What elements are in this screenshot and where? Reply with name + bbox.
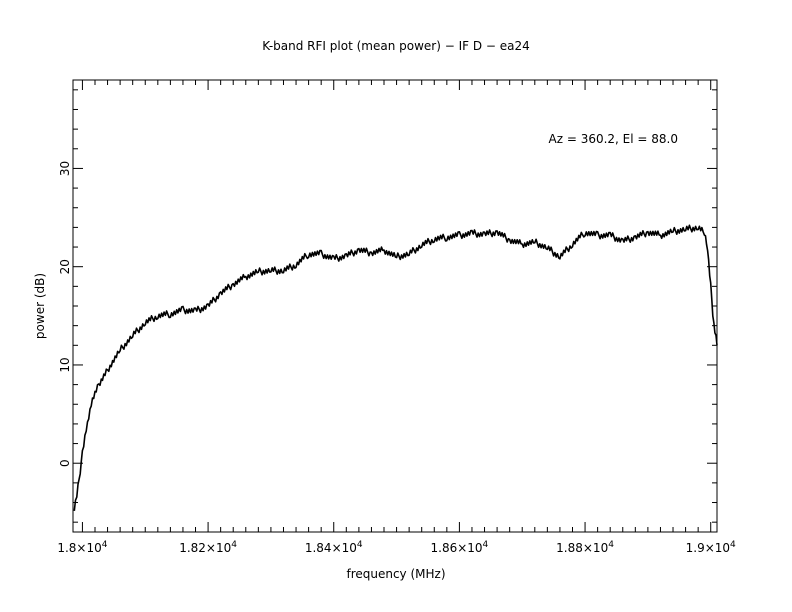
x-tick-exponent: 4 bbox=[730, 540, 736, 550]
axis-ticks bbox=[73, 80, 717, 532]
mean-power-line bbox=[73, 224, 718, 511]
x-tick-label: 1.9×104 bbox=[686, 540, 736, 555]
x-tick-mantissa: 1.84×10 bbox=[305, 541, 357, 555]
x-tick-mantissa: 1.8×10 bbox=[57, 541, 101, 555]
x-tick-mantissa: 1.82×10 bbox=[179, 541, 231, 555]
x-tick-exponent: 4 bbox=[483, 540, 489, 550]
x-tick-mantissa: 1.86×10 bbox=[431, 541, 483, 555]
x-tick-label: 1.8×104 bbox=[57, 540, 107, 555]
x-tick-mantissa: 1.88×10 bbox=[556, 541, 608, 555]
plot-frame bbox=[72, 79, 718, 533]
y-tick-label: 10 bbox=[58, 357, 72, 372]
x-tick-exponent: 4 bbox=[102, 540, 108, 550]
x-axis-label: frequency (MHz) bbox=[346, 567, 445, 581]
y-tick-label: 0 bbox=[58, 459, 72, 467]
x-tick-mantissa: 1.9×10 bbox=[686, 541, 730, 555]
x-tick-label: 1.86×104 bbox=[431, 540, 489, 555]
chart-title: K-band RFI plot (mean power) − IF D − ea… bbox=[262, 39, 530, 53]
x-tick-labels: 1.8×104 1.82×104 1.84×104 1.86×104 1.88×104 1… bbox=[57, 540, 736, 555]
x-tick-label: 1.84×104 bbox=[305, 540, 363, 555]
x-tick-exponent: 4 bbox=[231, 540, 237, 550]
x-tick-label: 1.82×104 bbox=[179, 540, 237, 555]
y-tick-label: 30 bbox=[58, 161, 72, 176]
x-tick-exponent: 4 bbox=[357, 540, 363, 550]
x-tick-label: 1.88×104 bbox=[556, 540, 614, 555]
y-tick-label: 20 bbox=[58, 259, 72, 274]
y-axis-label: power (dB) bbox=[33, 273, 47, 339]
x-tick-exponent: 4 bbox=[608, 540, 614, 550]
az-el-annotation: Az = 360.2, El = 88.0 bbox=[549, 132, 679, 146]
y-tick-labels: 0 10 20 30 bbox=[58, 161, 72, 467]
